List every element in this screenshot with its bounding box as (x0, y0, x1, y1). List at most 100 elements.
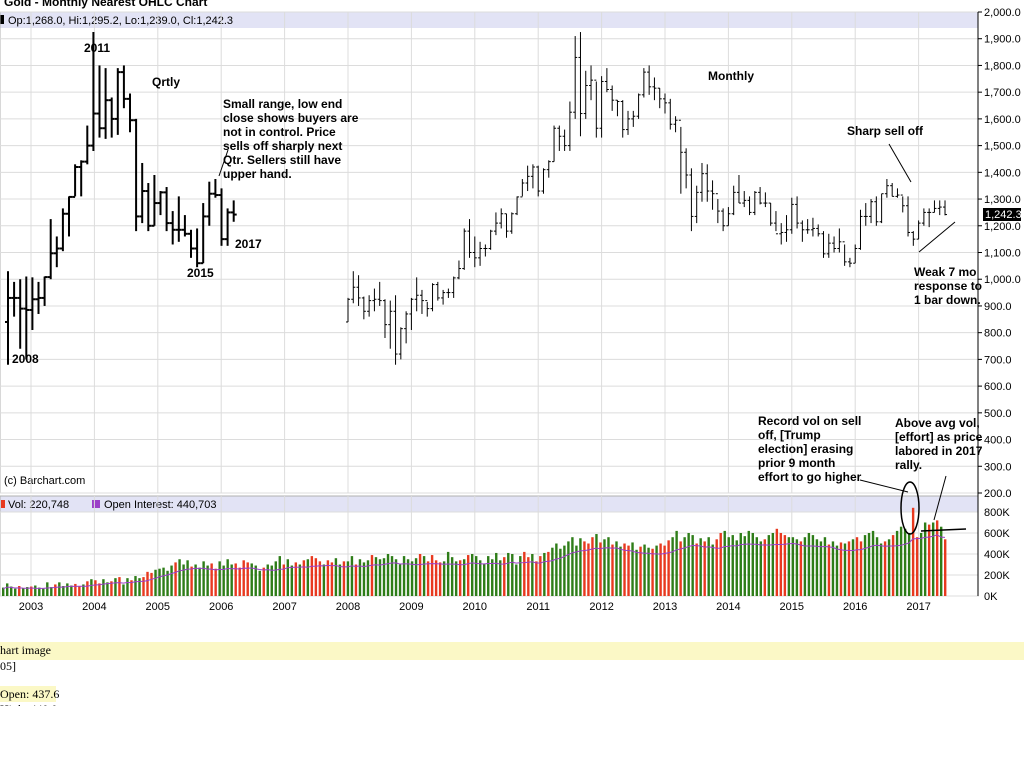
volume-bar (887, 539, 891, 596)
year-label: 2017 (906, 601, 930, 613)
volume-bar (294, 562, 298, 596)
barchart-watermark: (c) Barchart.com (4, 475, 85, 487)
volume-bar (743, 536, 746, 596)
volume-bar (935, 520, 939, 596)
volume-bars (2, 507, 947, 596)
volume-bar (42, 588, 45, 596)
volume-bar (799, 541, 803, 596)
volume-bar (519, 556, 522, 596)
note-record-volume: prior 9 month (758, 456, 835, 470)
volume-bar (334, 558, 338, 596)
volume-tick-label: 600K (984, 528, 1010, 540)
volume-bar (655, 545, 658, 596)
volume-bar (771, 533, 775, 596)
volume-bar (154, 569, 157, 596)
volume-bar (923, 522, 927, 596)
volume-bar (114, 578, 117, 596)
open-interest-path (2, 534, 946, 590)
volume-bar (10, 586, 13, 596)
volume-bar (495, 552, 498, 596)
oi-legend-swatch (92, 500, 100, 508)
volume-bar (454, 561, 458, 596)
price-tick-label: 400.0 (984, 435, 1012, 447)
volume-bar (82, 584, 85, 596)
volume-bar (527, 557, 530, 596)
volume-bar (943, 539, 947, 596)
volume-bar (611, 544, 614, 596)
volume-bar (58, 582, 61, 596)
volume-tick-label: 800K (984, 507, 1010, 519)
volume-bar (106, 582, 109, 596)
volume-bar (158, 568, 161, 596)
volume-bar (374, 557, 378, 596)
volume-bar (591, 537, 594, 596)
volume-tick-label: 200K (984, 570, 1010, 582)
note-small-range: upper hand. (223, 167, 292, 181)
volume-bar (450, 557, 454, 596)
volume-bar (150, 572, 153, 596)
volume-bar (719, 533, 722, 596)
volume-bar (426, 561, 430, 596)
volume-bar (94, 580, 97, 596)
year-label: 2003 (19, 601, 43, 613)
volume-bar (543, 552, 546, 596)
volume-bar (643, 544, 646, 596)
volume-bar (130, 580, 133, 596)
volume-bar (919, 533, 923, 596)
price-tick-label: 1,500.0 (984, 141, 1021, 153)
volume-bar (671, 537, 674, 596)
note-record-volume: election] erasing (758, 442, 853, 456)
volume-bar (683, 537, 686, 596)
volume-bar (90, 579, 93, 596)
price-tick-label: 300.0 (984, 461, 1012, 473)
volume-bar (242, 560, 245, 596)
label-2015: 2015 (187, 266, 214, 280)
volume-bar (74, 583, 77, 596)
volume-bar (226, 559, 229, 596)
volume-bar (747, 530, 750, 596)
price-tick-label: 800.0 (984, 328, 1012, 340)
price-tick-label: 900.0 (984, 301, 1012, 313)
volume-bar (751, 533, 754, 596)
volume-bar (931, 522, 935, 596)
volume-bar (142, 577, 145, 596)
volume-bar (38, 587, 41, 596)
volume-bar (266, 564, 269, 596)
volume-bar (282, 564, 285, 596)
volume-bar (354, 564, 358, 596)
volume-bar (350, 556, 354, 596)
year-label: 2004 (82, 601, 106, 613)
volume-bar (178, 559, 181, 596)
volume-bar (511, 554, 514, 596)
volume-bar (691, 535, 694, 596)
fragment-text-1: hart image (0, 643, 51, 657)
volume-tick-label: 0K (984, 591, 998, 603)
volume-bar (290, 565, 294, 596)
volume-bar (587, 543, 590, 596)
pointer-sharp-selloff (888, 143, 912, 183)
volume-bar (394, 559, 398, 596)
fragment-bar (0, 642, 1024, 660)
volume-bar (310, 556, 314, 596)
volume-bar (26, 587, 29, 596)
volume-bar (859, 541, 863, 596)
volume-bar (54, 584, 57, 596)
volume-bar (134, 576, 137, 596)
volume-bar (547, 551, 550, 596)
quarterly-bars (5, 32, 237, 365)
volume-bar (434, 560, 438, 596)
axes: 2,000.0 1,900.0 1,800.0 1,700.0 1,600.0 1,500… (19, 7, 1021, 613)
volume-bar (102, 579, 105, 596)
volume-bar (567, 541, 570, 596)
volume-bar (286, 559, 290, 596)
volume-bar (843, 543, 847, 596)
volume-bar (210, 563, 213, 596)
volume-bar (571, 537, 574, 596)
year-label: 2005 (146, 601, 170, 613)
year-label: 2009 (399, 601, 423, 613)
volume-bar (727, 537, 730, 596)
monthly-bars (346, 32, 948, 365)
note-above-avg-volume: rally. (895, 458, 922, 472)
volume-bar (595, 534, 598, 596)
volume-bar (258, 570, 261, 596)
